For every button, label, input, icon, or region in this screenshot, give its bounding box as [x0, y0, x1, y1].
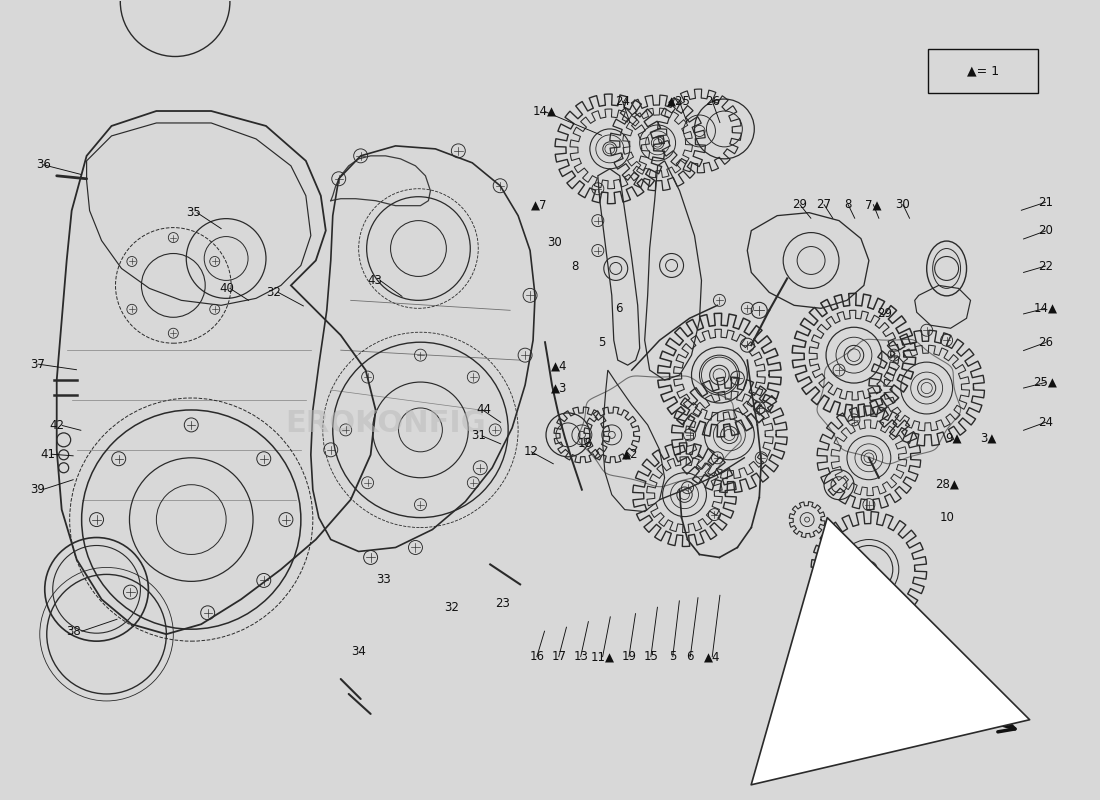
Text: 35: 35 — [186, 206, 201, 219]
Text: 11▲: 11▲ — [591, 650, 615, 663]
Text: 43: 43 — [367, 274, 382, 287]
Text: 14▲: 14▲ — [532, 105, 557, 118]
Text: 44: 44 — [476, 403, 492, 416]
Text: 25▲: 25▲ — [1034, 376, 1057, 389]
Text: ▲25: ▲25 — [668, 94, 691, 107]
Text: 36: 36 — [36, 158, 51, 171]
Text: 9▲: 9▲ — [945, 432, 961, 445]
Text: 8: 8 — [572, 259, 579, 273]
Text: ▲= 1: ▲= 1 — [967, 65, 999, 78]
Text: 29: 29 — [792, 198, 807, 211]
Text: 17: 17 — [551, 650, 566, 663]
Text: 30: 30 — [547, 236, 562, 249]
Text: 8: 8 — [845, 198, 851, 211]
Text: 15: 15 — [644, 650, 658, 663]
Text: 16: 16 — [529, 650, 544, 663]
Text: 42: 42 — [50, 419, 64, 432]
Text: 10: 10 — [939, 511, 955, 525]
Text: 26: 26 — [1038, 336, 1053, 349]
Text: 31: 31 — [471, 430, 486, 442]
Text: 5: 5 — [597, 336, 605, 349]
Text: 7▲: 7▲ — [865, 198, 881, 211]
Text: 32: 32 — [266, 286, 282, 299]
Text: 12: 12 — [524, 446, 539, 458]
Text: ▲4: ▲4 — [704, 650, 720, 663]
Text: 13: 13 — [573, 650, 588, 663]
Text: 6: 6 — [686, 650, 694, 663]
Text: 21: 21 — [1038, 196, 1053, 209]
Text: 28▲: 28▲ — [935, 478, 959, 490]
Text: 41: 41 — [41, 448, 55, 461]
Text: ▲4: ▲4 — [550, 359, 566, 372]
Text: 27: 27 — [816, 198, 832, 211]
Text: 5: 5 — [669, 650, 676, 663]
Text: 30: 30 — [895, 198, 911, 211]
Text: 14▲: 14▲ — [1034, 302, 1057, 315]
Text: EROKONFIG: EROKONFIG — [285, 410, 486, 438]
Text: 34: 34 — [351, 645, 365, 658]
Text: 18: 18 — [578, 438, 593, 450]
Text: 26: 26 — [705, 94, 719, 107]
Text: ▲7: ▲7 — [531, 198, 548, 211]
Text: 3▲: 3▲ — [980, 432, 997, 445]
Text: 39: 39 — [31, 482, 45, 496]
Text: 23: 23 — [495, 597, 510, 610]
Text: 24: 24 — [615, 94, 630, 107]
Text: 33: 33 — [376, 573, 390, 586]
Bar — [928, 50, 1037, 93]
Text: 22: 22 — [1038, 259, 1053, 273]
Text: 19: 19 — [621, 650, 637, 663]
Text: ▲2: ▲2 — [621, 448, 638, 461]
Text: 24: 24 — [1038, 416, 1053, 429]
Text: 6: 6 — [615, 302, 623, 315]
Text: 38: 38 — [66, 625, 80, 638]
Text: 37: 37 — [31, 358, 45, 370]
Text: 20: 20 — [1038, 225, 1053, 238]
Text: 32: 32 — [444, 601, 459, 614]
Text: 29: 29 — [877, 307, 892, 320]
Text: ▲3: ▲3 — [551, 382, 566, 394]
Text: 40: 40 — [219, 282, 234, 295]
